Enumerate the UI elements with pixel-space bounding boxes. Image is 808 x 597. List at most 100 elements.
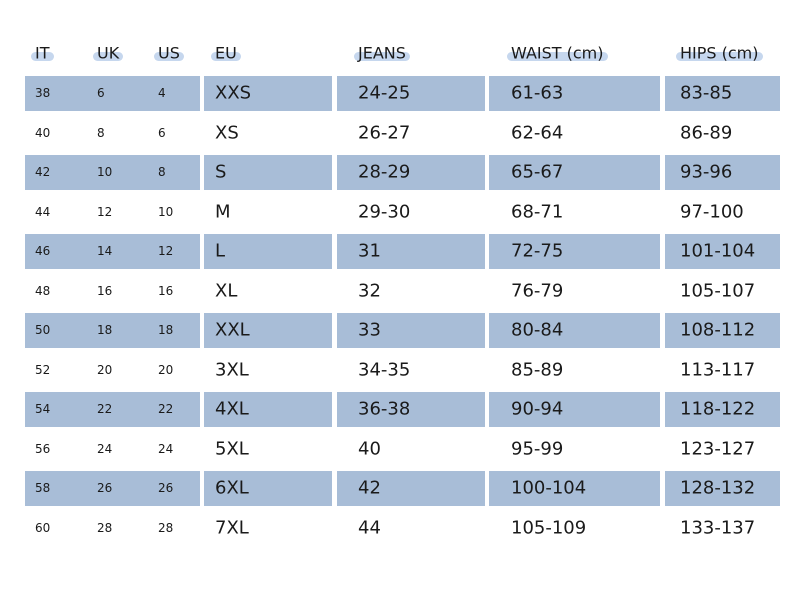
row-stripe (25, 155, 200, 190)
size-number: 4 (158, 86, 166, 100)
row-stripe (489, 234, 660, 269)
size-number: 38 (35, 86, 51, 100)
size-number: 54 (35, 402, 51, 416)
size-value: 65-67 (511, 161, 564, 183)
size-value: 105-107 (680, 280, 756, 301)
header-highlight (676, 52, 763, 61)
size-value: 6XL (215, 477, 249, 499)
row-stripe (204, 155, 332, 190)
size-value: 32 (358, 280, 381, 301)
row-stripe (25, 234, 200, 269)
row-stripe (337, 392, 485, 427)
row-stripe (25, 471, 200, 506)
row-stripe (204, 471, 332, 506)
size-value: 90-94 (511, 398, 564, 420)
row-stripe (665, 313, 780, 348)
size-number: 6 (97, 86, 105, 100)
size-number: 60 (35, 520, 51, 535)
size-number: 58 (35, 481, 51, 495)
header-highlight (211, 52, 241, 61)
size-number: 40 (35, 125, 51, 140)
size-number: 26 (97, 481, 113, 495)
size-value: XXS (215, 82, 252, 104)
size-number: 8 (97, 125, 105, 140)
size-value: 3XL (215, 359, 249, 380)
row-stripe (204, 234, 332, 269)
row-stripe (25, 392, 200, 427)
row-stripe (337, 471, 485, 506)
size-number: 26 (158, 481, 174, 495)
size-number: 18 (158, 323, 174, 337)
row-stripe (665, 234, 780, 269)
row-stripe (204, 392, 332, 427)
size-number: 20 (97, 362, 113, 377)
size-value: 118-122 (680, 398, 756, 420)
size-value: 97-100 (680, 201, 744, 222)
size-value: 80-84 (511, 319, 564, 341)
size-number: 16 (158, 283, 174, 298)
size-number: 16 (97, 283, 113, 298)
size-value: 101-104 (680, 240, 756, 262)
row-stripe (489, 155, 660, 190)
size-number: 48 (35, 283, 51, 298)
size-value: 4XL (215, 398, 249, 420)
size-value: 68-71 (511, 201, 564, 222)
row-stripe (337, 76, 485, 111)
size-value: 34-35 (358, 359, 411, 380)
size-value: L (215, 240, 226, 262)
row-stripe (204, 76, 332, 111)
size-value: XS (215, 122, 239, 143)
row-stripe (665, 155, 780, 190)
size-number: 10 (158, 204, 174, 219)
size-value: 42 (358, 477, 381, 499)
row-stripe (337, 155, 485, 190)
header-highlight (93, 52, 124, 61)
size-number: 28 (158, 520, 174, 535)
size-value: XXL (215, 319, 250, 341)
row-stripe (489, 76, 660, 111)
size-number: 12 (97, 204, 113, 219)
size-value: M (215, 201, 231, 222)
size-value: 76-79 (511, 280, 564, 301)
row-stripe (665, 392, 780, 427)
size-value: 83-85 (680, 82, 733, 104)
size-value: 44 (358, 517, 381, 538)
column-header: JEANS (358, 43, 406, 63)
size-number: 24 (158, 441, 174, 456)
size-number: 8 (158, 165, 166, 179)
row-stripe (489, 392, 660, 427)
size-value: 128-132 (680, 477, 756, 499)
size-value: 133-137 (680, 517, 756, 538)
size-value: XL (215, 280, 238, 301)
column-header: WAIST (cm) (511, 43, 604, 63)
column-header: US (158, 43, 180, 63)
size-value: 86-89 (680, 122, 733, 143)
row-stripe (489, 471, 660, 506)
size-value: 123-127 (680, 438, 756, 459)
row-stripe (204, 313, 332, 348)
row-stripe (665, 76, 780, 111)
header-highlight (31, 52, 54, 61)
size-number: 46 (35, 244, 51, 258)
size-number: 18 (97, 323, 113, 337)
size-number: 22 (158, 402, 174, 416)
size-value: 24-25 (358, 82, 411, 104)
size-value: 108-112 (680, 319, 756, 341)
size-value: 26-27 (358, 122, 411, 143)
size-number: 10 (97, 165, 113, 179)
size-value: 72-75 (511, 240, 564, 262)
size-value: 40 (358, 438, 381, 459)
size-value: 31 (358, 240, 381, 262)
size-number: 20 (158, 362, 174, 377)
column-header: IT (35, 43, 50, 63)
size-value: 85-89 (511, 359, 564, 380)
size-number: 12 (158, 244, 174, 258)
size-number: 24 (97, 441, 113, 456)
size-value: 93-96 (680, 161, 733, 183)
size-value: 7XL (215, 517, 249, 538)
column-header: UK (97, 43, 120, 63)
size-number: 44 (35, 204, 51, 219)
row-stripe (337, 234, 485, 269)
size-number: 28 (97, 520, 113, 535)
